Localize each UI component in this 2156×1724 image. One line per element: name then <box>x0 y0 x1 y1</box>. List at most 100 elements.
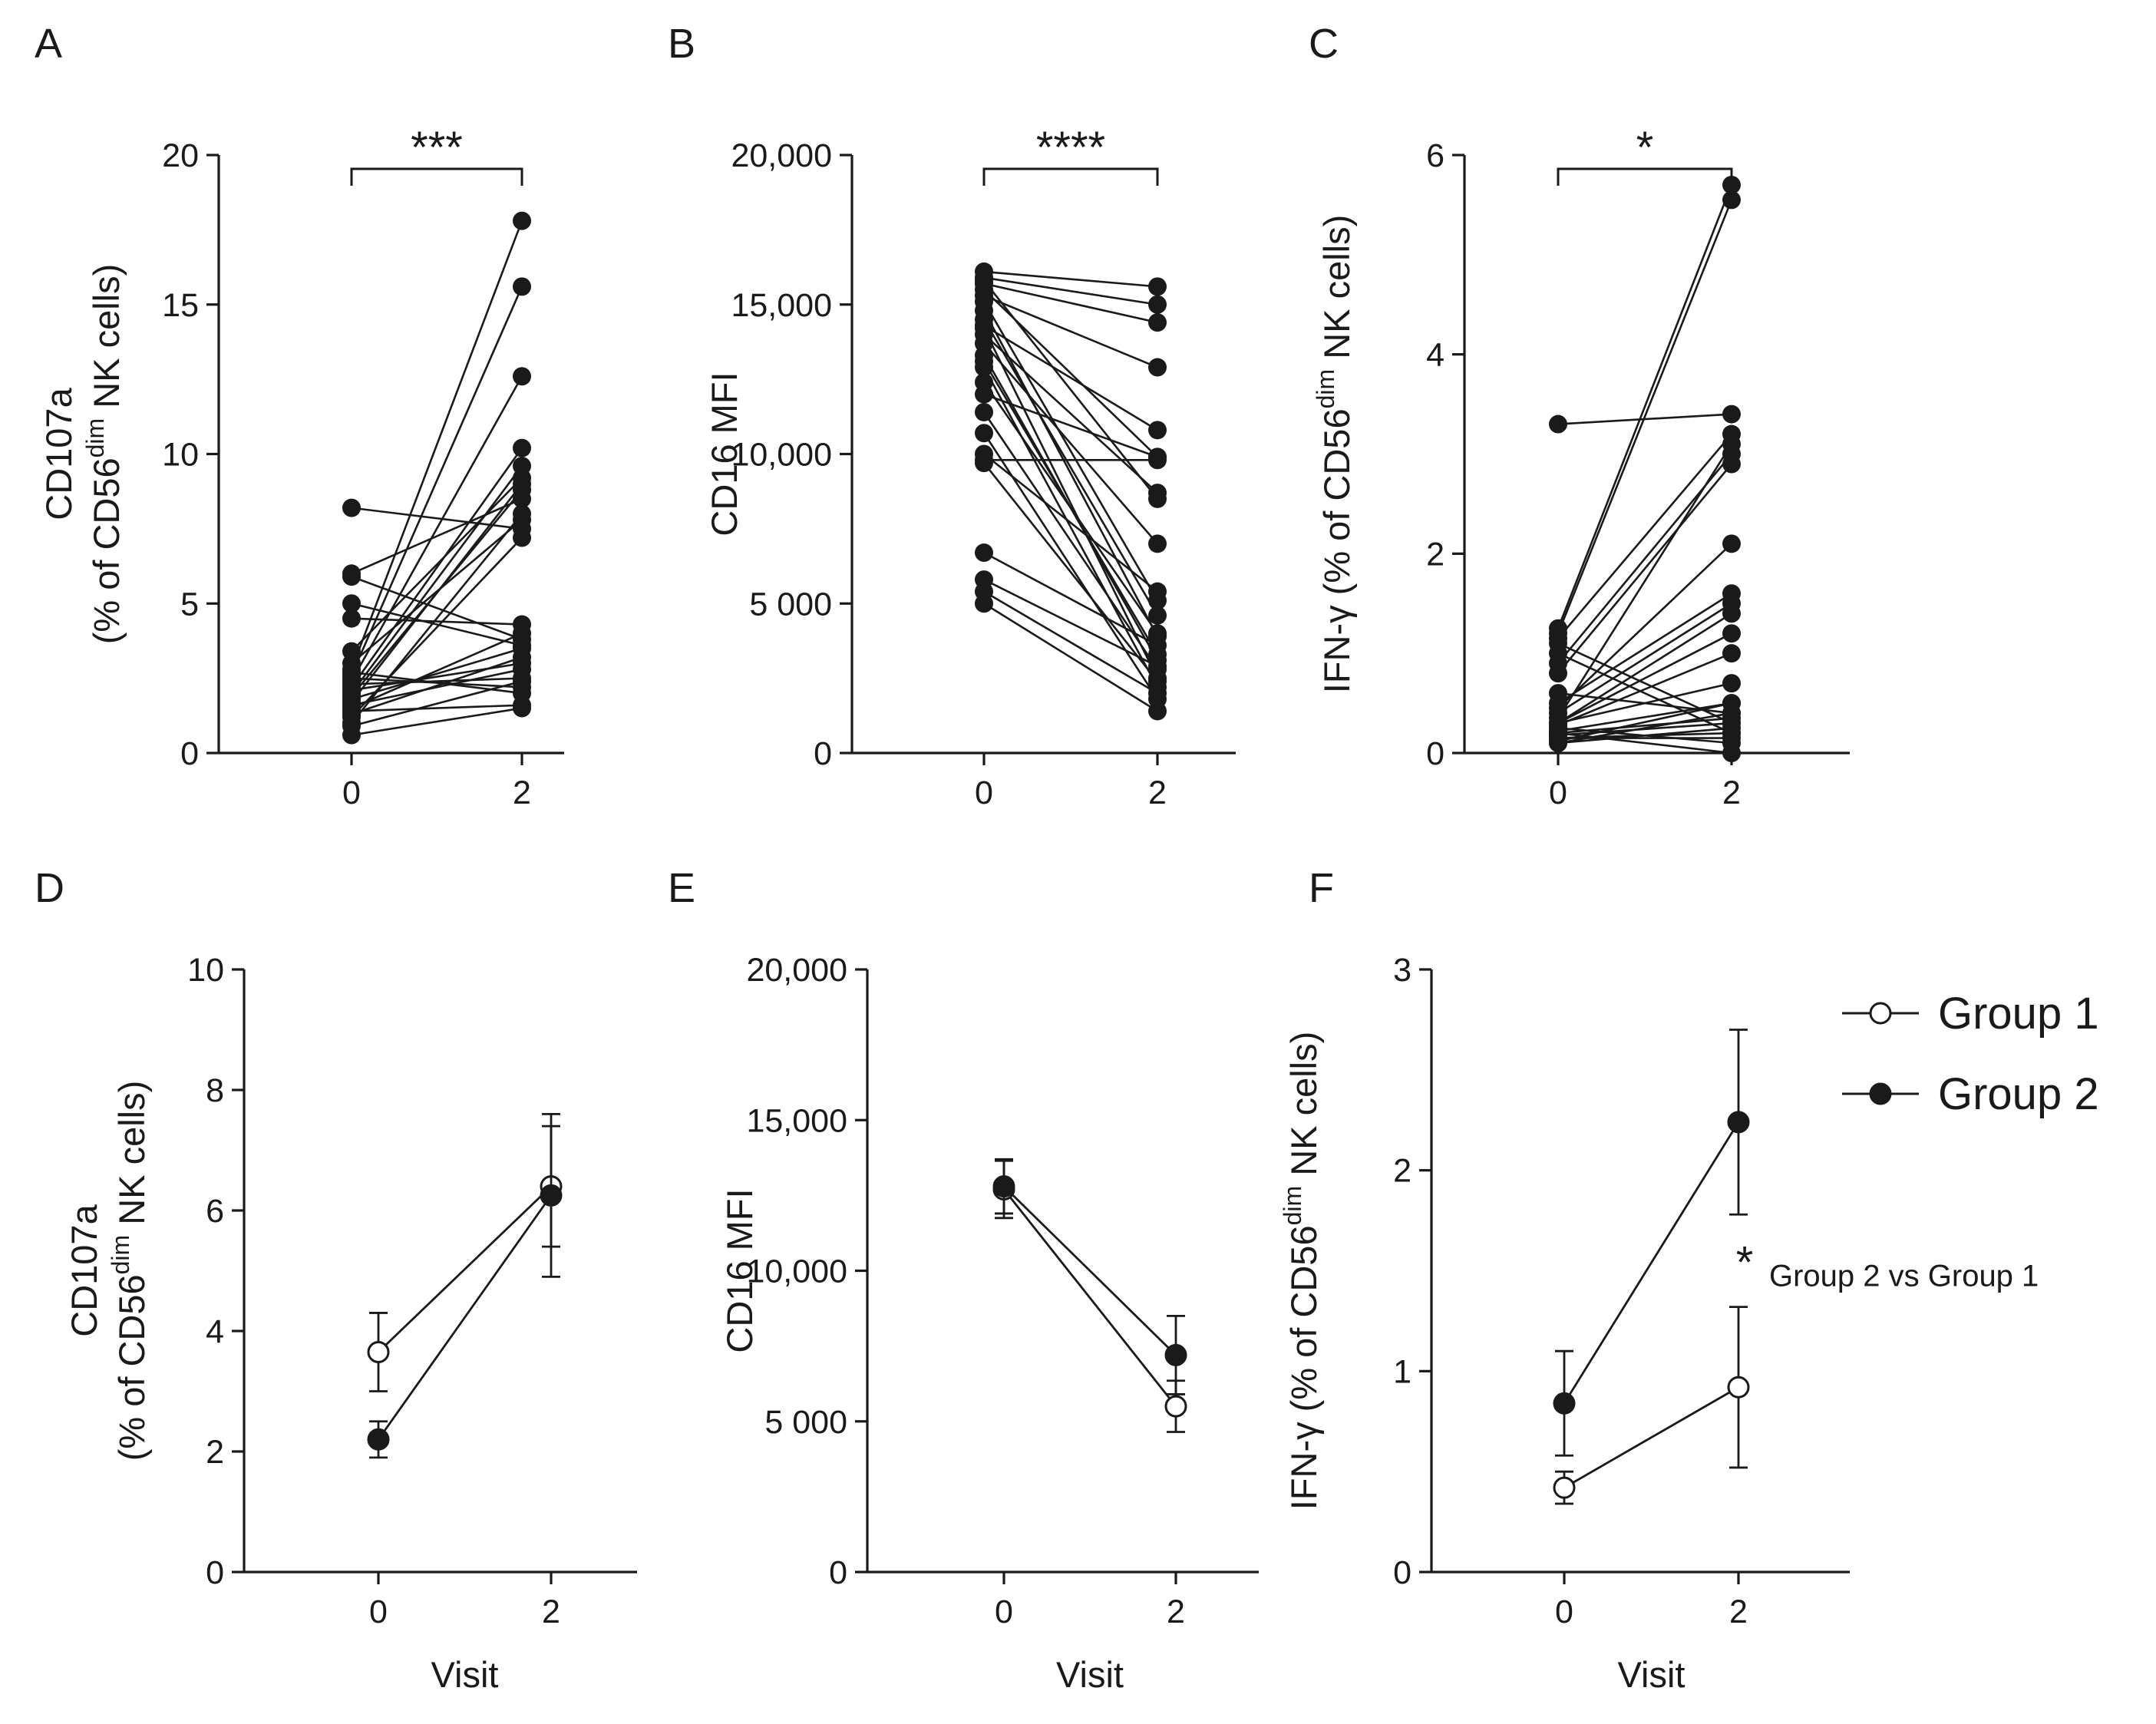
y-axis-label: CD16 MFI <box>704 372 745 536</box>
series-line <box>1003 1185 1177 1356</box>
pair-line <box>351 647 523 701</box>
data-point-visit0 <box>342 725 361 745</box>
y-axis-label-line1: CD107a <box>38 387 79 520</box>
data-point-visit2 <box>1722 454 1741 474</box>
y-tick-label: 5 000 <box>764 1404 847 1441</box>
pair-line <box>983 333 1158 494</box>
y-tick-label: 4 <box>1426 337 1444 374</box>
pair-line <box>350 513 523 724</box>
series-line <box>377 1194 553 1441</box>
pair-line <box>350 447 523 689</box>
legend-label: Group 1 <box>1938 989 2099 1039</box>
y-tick-label: 10,000 <box>746 1253 847 1290</box>
data-point-visit2 <box>1722 604 1741 623</box>
y-label-part: NK cells) <box>1283 1032 1324 1186</box>
pair-line <box>983 282 1158 324</box>
data-point-visit2 <box>513 684 531 703</box>
pair-line <box>983 324 1158 431</box>
pair-line <box>351 617 523 626</box>
y-tick-label: 2 <box>206 1434 224 1471</box>
y-tick-label: 3 <box>1393 952 1411 989</box>
y-tick-label: 6 <box>1426 137 1444 174</box>
x-axis-label: Visit <box>1618 1654 1686 1695</box>
panel-C: C 0 2 4 6 0 2 IFN-γ (% of CD56dim NK cells) * <box>1309 21 1850 811</box>
pair-line <box>351 656 523 715</box>
data-point-visit2 <box>1148 277 1167 296</box>
axes-2 <box>1452 154 1850 765</box>
pair-line <box>1557 682 1732 725</box>
pair-line <box>982 309 1159 637</box>
pair-line <box>350 483 523 703</box>
data-point-visit0 <box>975 451 993 470</box>
panel-E: E 0 5 000 10,000 15,000 20,000 0 2 Visit CD16 MFI <box>668 865 1259 1695</box>
y-axis-label: CD16 MFI <box>719 1188 760 1352</box>
y-axis-label: IFN-γ (% of CD56dim NK cells) <box>1279 1032 1324 1511</box>
mean-point <box>992 1175 1015 1198</box>
data-point-visit0 <box>975 271 993 290</box>
panel-letter: E <box>668 865 695 911</box>
data-point-visit0 <box>342 662 361 682</box>
x-tick-label: 2 <box>513 774 531 811</box>
y-tick-label: 0 <box>1426 735 1444 772</box>
data-point-visit2 <box>1148 645 1167 664</box>
data-point-visit0 <box>342 567 361 586</box>
pair-line <box>350 220 523 670</box>
pair-line <box>982 366 1159 688</box>
y-tick-label: 20 <box>162 137 199 174</box>
y-tick-label: 10 <box>162 437 199 474</box>
annotation-star: * <box>1736 1237 1754 1287</box>
panel-D: D 0 2 4 6 8 10 0 2 Visit (% of CD56dim NK cells)CD… <box>35 865 637 1695</box>
data-point-visit2 <box>513 457 531 476</box>
significance-stars: * <box>1636 123 1654 173</box>
pair-points <box>1549 175 1741 762</box>
series-line <box>378 1185 552 1353</box>
data-point-visit2 <box>1722 674 1741 693</box>
pair-line <box>982 319 1159 616</box>
pair-line <box>983 294 1158 368</box>
data-point-visit2 <box>513 528 531 547</box>
panel-letter: C <box>1309 21 1339 67</box>
series-group-1 <box>367 1125 563 1392</box>
legend: Group 1 Group 2 <box>1842 989 2099 1119</box>
pair-points <box>342 211 531 745</box>
series-group-2 <box>992 1158 1187 1395</box>
y-tick-label: 5 000 <box>749 586 832 623</box>
pair-line <box>1557 593 1732 705</box>
panel-letter: F <box>1309 865 1334 911</box>
data-point-visit2 <box>1722 708 1741 728</box>
y-label-part: NK cells) <box>1316 215 1357 369</box>
pair-line <box>351 575 523 641</box>
x-tick-label: 2 <box>542 1594 560 1630</box>
series-line <box>1563 1121 1740 1404</box>
pair-line <box>983 590 1158 695</box>
y-axis-label: IFN-γ (% of CD56dim NK cells) <box>1312 215 1357 694</box>
significance-stars: *** <box>411 123 463 173</box>
x-axis-label: Visit <box>431 1654 499 1695</box>
mean-point <box>367 1340 390 1363</box>
pair-line <box>1557 727 1732 745</box>
pair-line <box>1557 613 1732 725</box>
pair-line <box>351 704 523 712</box>
data-point-visit0 <box>975 424 993 443</box>
data-point-visit2 <box>513 211 531 230</box>
pair-line <box>350 375 523 682</box>
y-axis-label-line1: CD107a <box>64 1204 104 1336</box>
pair-lines <box>1557 184 1733 755</box>
y-axis-label: (% of CD56dim NK cells) <box>107 1081 152 1461</box>
data-point-visit2 <box>513 474 531 494</box>
data-point-visit2 <box>1148 702 1167 721</box>
y-label-part: (% of CD56 <box>86 457 127 644</box>
data-point-visit0 <box>975 543 993 563</box>
pair-line <box>1557 443 1733 719</box>
panel-B: B 0 5 000 10,000 15,000 20,000 0 2 CD16 MFI **** <box>668 21 1236 811</box>
pair-line <box>1557 632 1732 725</box>
y-label-part: IFN-γ (% of CD56 <box>1316 408 1357 693</box>
pair-line <box>983 276 1158 306</box>
data-point-visit0 <box>1549 414 1567 434</box>
y-tick-label: 5 <box>180 586 199 623</box>
pair-line <box>351 707 523 736</box>
x-tick-label: 0 <box>1555 1594 1573 1630</box>
pair-line <box>983 453 1158 593</box>
y-axis-label: (% of CD56dim NK cells) <box>81 264 127 645</box>
annotation-text: Group 2 vs Group 1 <box>1769 1259 2039 1293</box>
